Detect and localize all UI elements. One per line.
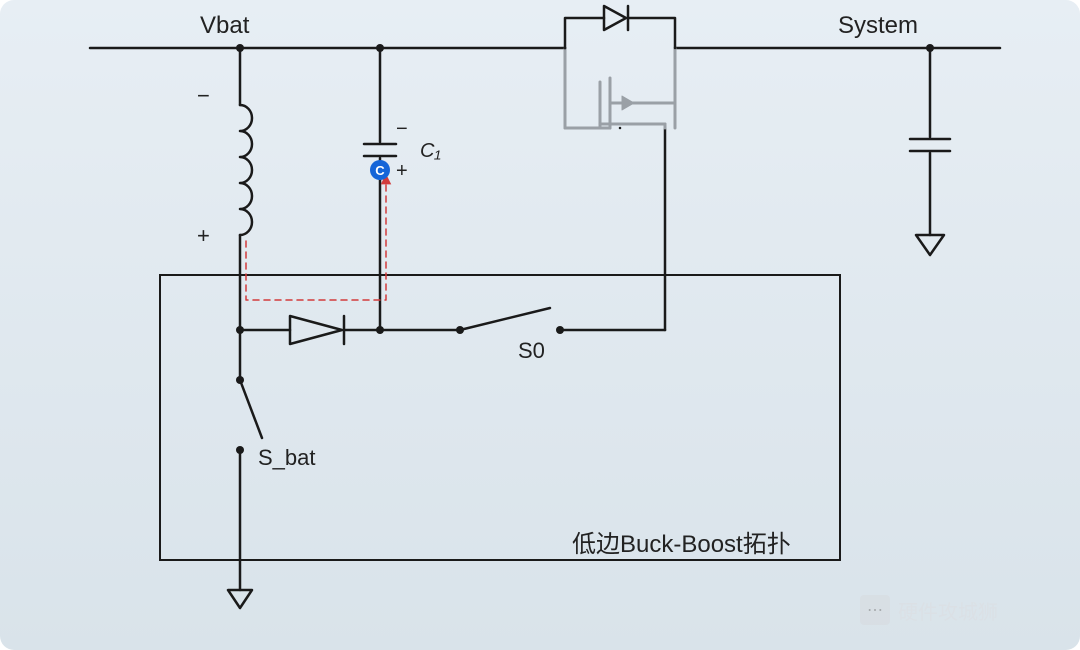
label-system: System [838,12,918,40]
wechat-icon: ⋯ [860,595,890,625]
label-s0: S0 [518,338,545,364]
label-inductor-minus: − [197,83,210,109]
label-vbat: Vbat [200,12,249,40]
watermark: ⋯ 硬件攻城狮 [860,595,998,625]
svg-text:C: C [375,163,385,178]
label-box-title: 低边Buck-Boost拓扑 [572,524,791,559]
watermark-text: 硬件攻城狮 [898,596,998,625]
circuit-svg: C [0,0,1080,650]
label-inductor-plus: + [197,223,210,249]
label-c1: C₁ [420,140,441,163]
label-c1-plus: + [396,160,408,183]
label-c1-minus: − [396,118,408,141]
label-sbat: S_bat [258,445,316,471]
diagram-stage: C Vbat System C₁ − + − + S0 S_bat 低边Buck… [0,0,1080,650]
